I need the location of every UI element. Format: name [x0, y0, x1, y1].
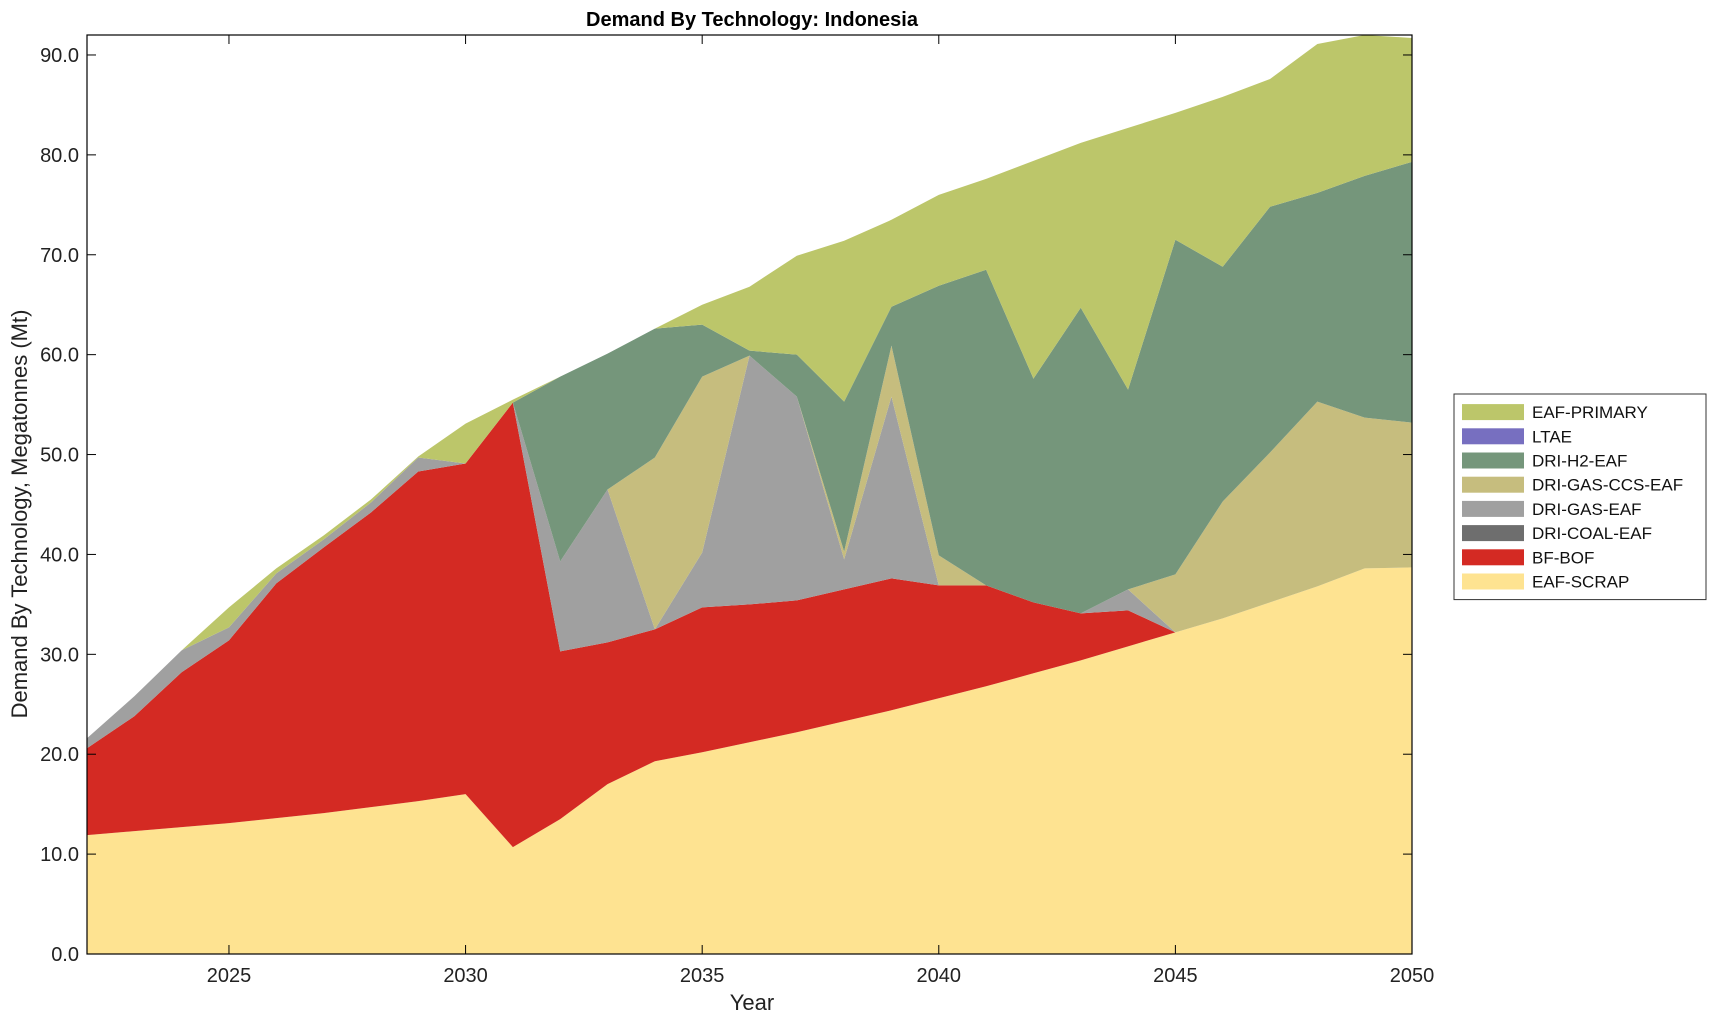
- y-tick-label: 10.0: [40, 844, 79, 866]
- y-tick-label: 20.0: [40, 744, 79, 766]
- x-tick-label: 2040: [917, 965, 962, 987]
- y-tick-label: 70.0: [40, 245, 79, 267]
- x-axis-title: Year: [730, 990, 774, 1015]
- legend-label: DRI-GAS-EAF: [1532, 500, 1642, 519]
- legend-label: DRI-COAL-EAF: [1532, 524, 1652, 543]
- legend-label: BF-BOF: [1532, 548, 1594, 567]
- legend-swatch: [1462, 476, 1524, 493]
- area-bf-bof: [87, 402, 1412, 848]
- plot-frame: [86, 34, 1413, 955]
- legend-swatch: [1462, 500, 1524, 517]
- axis-ticks: 2025 2030 2035 2040 2045 2050 0.0 10.0 20.0 30.0 4…: [40, 35, 1434, 987]
- area-dri-gas-eaf: [87, 355, 1412, 749]
- legend-swatch: [1462, 428, 1524, 445]
- y-tick-label: 80.0: [40, 145, 79, 167]
- x-tick-label: 2035: [680, 965, 725, 987]
- legend-box: [1453, 393, 1707, 601]
- y-tick-label: 0.0: [51, 944, 79, 966]
- legend-label: EAF-SCRAP: [1532, 573, 1629, 592]
- legend-label: DRI-GAS-CCS-EAF: [1532, 476, 1683, 495]
- legend: EAF-PRIMARY LTAE DRI-H2-EAF DRI-GAS-CCS-EAF…: [1453, 393, 1707, 601]
- x-tick-label: 2045: [1153, 965, 1198, 987]
- x-tick-label: 2050: [1390, 965, 1435, 987]
- y-tick-label: 50.0: [40, 445, 79, 467]
- x-tick-label: 2025: [207, 965, 252, 987]
- legend-swatch: [1462, 404, 1524, 421]
- legend-swatch: [1462, 573, 1524, 590]
- legend-label: DRI-H2-EAF: [1532, 452, 1627, 471]
- legend-label: LTAE: [1532, 427, 1572, 446]
- x-tick-label: 2030: [443, 965, 488, 987]
- area-eaf-primary: [87, 35, 1412, 739]
- area-dri-h2-eaf: [87, 161, 1412, 739]
- legend-swatch: [1462, 549, 1524, 566]
- chart-title: Demand By Technology: Indonesia: [586, 9, 919, 31]
- y-axis-title: Demand By Technology, Megatonnes (Mt): [7, 310, 32, 719]
- area-eaf-scrap: [87, 567, 1412, 954]
- legend-swatch: [1462, 452, 1524, 469]
- y-tick-label: 90.0: [40, 45, 79, 67]
- area-series-layer: [87, 35, 1412, 954]
- y-tick-label: 60.0: [40, 345, 79, 367]
- legend-swatch: [1462, 525, 1524, 542]
- legend-label: EAF-PRIMARY: [1532, 403, 1648, 422]
- y-tick-label: 30.0: [40, 644, 79, 666]
- y-tick-label: 40.0: [40, 544, 79, 566]
